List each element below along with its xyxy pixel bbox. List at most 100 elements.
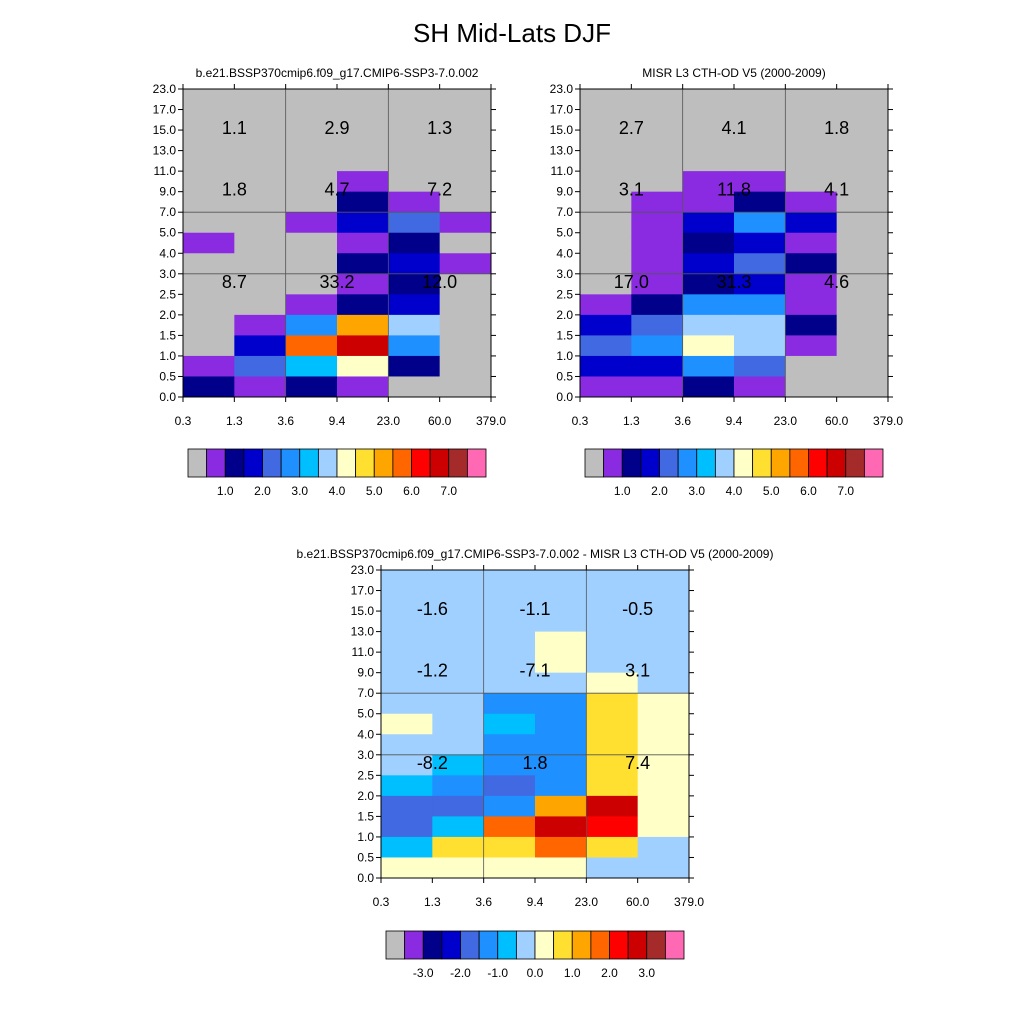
colorbar-swatch [553,930,573,960]
heatmap-cell [631,314,684,336]
colorbar-label: 0.0 [527,966,544,980]
heatmap-cell [785,376,838,398]
y-tick-label: 3.0 [159,267,176,281]
colorbar-swatch [262,448,282,478]
heatmap-cell [535,631,587,653]
heatmap-cell [836,294,889,316]
heatmap-cell [836,314,889,336]
heatmap-cell [734,171,786,193]
heatmap-cell [631,253,684,275]
heatmap-cell [381,652,433,674]
heatmap-cell [483,611,536,633]
heatmap-cell [785,191,838,213]
colorbar-swatch [515,930,536,960]
heatmap-cell [432,713,485,735]
heatmap-cell [337,150,389,172]
colorbar-swatch [243,448,263,478]
colorbar-swatch [646,930,666,960]
heatmap-cell [183,273,235,295]
heatmap-cell [734,376,786,398]
heatmap-cell [586,836,639,858]
y-tick-label: 23.0 [550,82,574,96]
panel-title: MISR L3 CTH-OD V5 (2000-2009) [642,66,825,80]
heatmap-cell [637,652,690,674]
heatmap-cell [734,253,786,275]
heatmap-cell [483,631,536,653]
heatmap-cell [637,754,690,776]
y-tick-label: 7.0 [159,205,176,219]
heatmap-cell [432,836,485,858]
heatmap-cell [734,212,786,234]
heatmap-cell [734,294,786,316]
heatmap-cell [535,836,587,858]
heatmap-cell [234,253,287,275]
colorbar-swatch [441,930,461,960]
heatmap-cell [836,191,889,213]
colorbar-swatch [429,448,450,478]
heatmap-cell [337,89,389,131]
heatmap-panel-3: b.e21.BSSP370cmip6.f09_g17.CMIP6-SSP3-7.… [297,547,774,980]
value-annotation: 8.7 [222,272,247,292]
heatmap-cell [183,355,235,377]
x-tick-label: 60.0 [825,414,849,428]
heatmap-cell [785,253,838,275]
y-tick-label: 1.5 [556,328,573,342]
x-tick-label: 23.0 [774,414,798,428]
y-tick-label: 0.5 [357,850,374,864]
heatmap-cell [734,130,786,152]
heatmap-cell [586,795,639,817]
heatmap-cell [535,795,587,817]
heatmap-cell [836,376,889,398]
heatmap-cell [734,355,786,377]
heatmap-cell [439,89,492,131]
heatmap-cell [388,212,441,234]
y-tick-label: 11.0 [352,645,375,659]
heatmap-cell [580,273,632,295]
heatmap-cell [183,191,235,213]
heatmap-cell [234,273,287,295]
heatmap-cell [285,212,338,234]
colorbar-swatch [411,448,431,478]
y-tick-label: 13.0 [153,144,177,158]
heatmap-cell [631,130,684,152]
colorbar-label: 5.0 [366,484,383,498]
x-tick-label: 1.3 [424,895,441,909]
heatmap-cell [285,376,338,398]
figure-title: SH Mid-Lats DJF [413,18,611,48]
heatmap-cell [381,754,433,776]
x-tick-label: 1.3 [226,414,243,428]
colorbar-swatch [336,448,357,478]
heatmap-cell [535,570,587,612]
y-tick-label: 13.0 [550,144,574,158]
heatmap-cell [483,713,536,735]
x-tick-label: 60.0 [428,414,452,428]
heatmap-cell [535,754,587,776]
colorbar-label: -1.0 [487,966,508,980]
x-tick-label: 1.3 [623,414,640,428]
heatmap-cell [637,857,690,879]
heatmap-cell [580,314,632,336]
y-tick-label: 5.0 [159,226,176,240]
heatmap-cell [637,816,690,838]
colorbar-label: 4.0 [329,484,346,498]
heatmap-cell [381,631,433,653]
x-tick-label: 60.0 [626,895,650,909]
heatmap-cell [580,355,632,377]
heatmap-cell [183,130,235,152]
value-annotation: 3.1 [619,180,644,200]
heatmap-cell [785,294,838,316]
colorbar-label: 2.0 [601,966,618,980]
y-tick-label: 0.5 [159,369,176,383]
heatmap-cell [580,130,632,152]
heatmap-cell [432,857,485,879]
heatmap-cell [183,89,235,131]
heatmap-cell [381,570,433,612]
heatmap-cell [682,171,735,193]
heatmap-cell [580,335,632,357]
value-annotation: 1.8 [222,180,247,200]
colorbar-label: 4.0 [726,484,743,498]
x-tick-label: 379.0 [873,414,903,428]
heatmap-cell [682,253,735,275]
heatmap-cell [234,376,287,398]
colorbar-swatch [317,448,338,478]
